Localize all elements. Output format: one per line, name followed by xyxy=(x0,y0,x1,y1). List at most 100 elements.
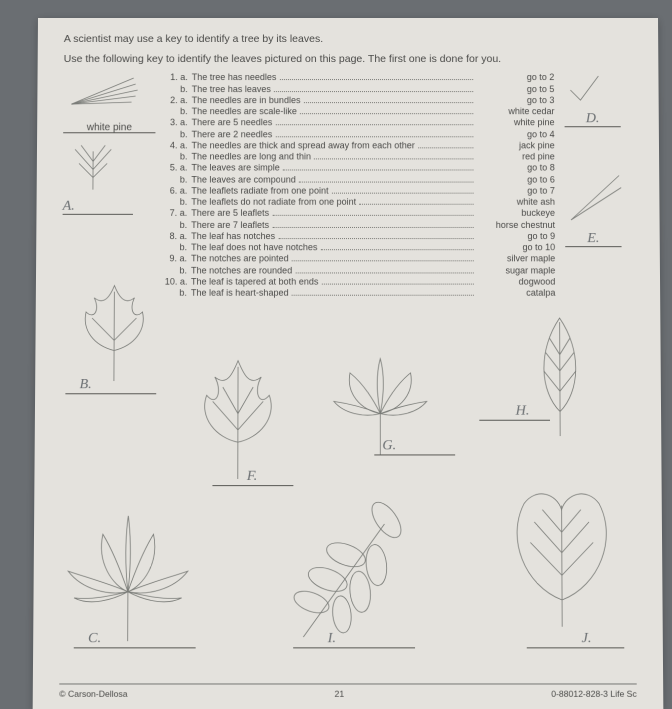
key-text: The tree has needles xyxy=(192,72,277,83)
key-dots xyxy=(274,84,473,92)
label-g: G. xyxy=(382,438,396,454)
key-dots xyxy=(292,254,474,262)
intro-line-1: A scientist may use a key to identify a … xyxy=(64,32,632,46)
key-dots xyxy=(418,140,474,148)
key-dots xyxy=(320,242,473,250)
key-num: 8. a. xyxy=(165,231,191,242)
key-dots xyxy=(299,174,474,182)
key-row: b.The leaflets do not radiate from one p… xyxy=(165,197,555,208)
key-row: b.The leaf does not have notchesgo to 10 xyxy=(165,242,555,253)
key-text: The leaf has notches xyxy=(191,231,275,242)
page-footer: © Carson-Dellosa 21 0-88012-828-3 Life S… xyxy=(59,683,637,698)
key-result: sugar maple xyxy=(477,265,556,276)
key-dots xyxy=(292,288,474,296)
key-row: 10. a.The leaf is tapered at both endsdo… xyxy=(165,276,556,287)
key-row: b.The notches are rounded sugar maple xyxy=(165,265,556,276)
key-row: 1. a.The tree has needles go to 2 xyxy=(166,72,555,83)
key-num: b. xyxy=(165,151,191,162)
key-num: b. xyxy=(165,129,191,140)
key-num: 9. a. xyxy=(165,254,191,265)
answer-line-i[interactable] xyxy=(293,647,415,648)
key-dots xyxy=(278,231,474,239)
key-text: The leaflets radiate from one point xyxy=(191,185,328,196)
right-answer-column: D. E. xyxy=(564,72,634,299)
intro-line-2: Use the following key to identify the le… xyxy=(64,52,633,66)
key-num: b. xyxy=(165,288,191,299)
key-result: go to 8 xyxy=(476,163,554,174)
key-row: b.The leaf is heart-shaped catalpa xyxy=(165,288,556,299)
key-dots xyxy=(272,219,474,227)
key-num: b. xyxy=(166,106,192,117)
key-result: catalpa xyxy=(477,288,556,299)
key-text: The leaf does not have notches xyxy=(191,242,317,253)
key-result: horse chestnut xyxy=(477,219,555,230)
leaf-a-icon xyxy=(63,142,124,192)
key-text: There are 2 needles xyxy=(192,129,273,140)
key-row: 2. a.The needles are in bundlesgo to 3 xyxy=(166,95,555,106)
leaf-f-icon xyxy=(182,357,293,490)
key-dots xyxy=(272,208,473,216)
key-dots xyxy=(283,163,474,171)
dichotomous-key-list: 1. a.The tree has needles go to 2b.The tr… xyxy=(165,72,556,299)
key-num: 1. a. xyxy=(166,72,192,83)
key-row: b.There are 7 leaflets horse chestnut xyxy=(165,219,555,230)
answer-line-j[interactable] xyxy=(527,647,625,648)
key-text: There are 5 needles xyxy=(192,118,273,129)
key-result: go to 4 xyxy=(476,129,554,140)
white-pine-icon xyxy=(63,72,143,110)
key-row: b.The tree has leavesgo to 5 xyxy=(166,84,555,95)
key-row: b.There are 2 needles go to 4 xyxy=(165,129,554,140)
label-d: D. xyxy=(586,112,600,128)
label-b: B. xyxy=(80,377,92,393)
key-row: 8. a.The leaf has notches go to 9 xyxy=(165,231,555,242)
key-num: 3. a. xyxy=(165,118,191,129)
leaf-h-icon xyxy=(519,310,600,442)
key-result: go to 2 xyxy=(476,72,554,83)
key-num: b. xyxy=(166,84,192,95)
key-text: The notches are pointed xyxy=(191,254,289,265)
answer-line-h[interactable] xyxy=(479,420,550,421)
key-num: b. xyxy=(165,174,191,185)
leaf-b-icon xyxy=(63,280,164,392)
key-row: 5. a.The leaves are simplego to 8 xyxy=(165,163,555,174)
answer-line-e[interactable]: E. xyxy=(565,231,621,247)
label-f: F. xyxy=(247,469,257,485)
key-result: dogwood xyxy=(477,276,556,287)
key-result: go to 9 xyxy=(477,231,555,242)
key-block: white pine A. 1. a.The tree has needles g… xyxy=(62,72,634,299)
key-dots xyxy=(321,276,473,284)
answer-line-a[interactable]: A. xyxy=(63,199,133,215)
key-text: The notches are rounded xyxy=(191,265,292,276)
key-text: There are 7 leaflets xyxy=(191,219,269,230)
key-result: white ash xyxy=(477,197,555,208)
key-text: The leaf is heart-shaped xyxy=(191,288,289,299)
answer-line-d[interactable]: D. xyxy=(565,112,621,128)
key-dots xyxy=(332,185,474,193)
label-j: J. xyxy=(582,631,592,647)
key-row: 9. a.The notches are pointedsilver maple xyxy=(165,254,555,265)
key-row: b.The leaves are compound go to 6 xyxy=(165,174,555,185)
key-dots xyxy=(300,106,473,114)
key-dots xyxy=(275,129,473,137)
answer-line-b[interactable] xyxy=(65,393,156,394)
key-result: go to 6 xyxy=(476,174,554,185)
key-num: b. xyxy=(165,265,191,276)
footer-left: © Carson-Dellosa xyxy=(59,689,127,699)
key-num: 2. a. xyxy=(166,95,192,106)
key-text: The leaf is tapered at both ends xyxy=(191,276,318,287)
label-c: C. xyxy=(88,631,101,647)
key-result: go to 10 xyxy=(477,242,555,253)
key-text: There are 5 leaflets xyxy=(191,208,269,219)
answer-line-f[interactable] xyxy=(212,485,293,486)
footer-center: 21 xyxy=(335,689,345,699)
example-column: white pine A. xyxy=(62,72,156,299)
key-num: b. xyxy=(165,219,191,230)
key-text: The leaves are compound xyxy=(191,174,296,185)
answer-line-c[interactable] xyxy=(74,647,196,648)
answer-line-g[interactable] xyxy=(374,454,455,455)
key-row: 3. a.There are 5 needleswhite pine xyxy=(165,118,554,129)
key-row: b.The needles are long and thinred pine xyxy=(165,151,554,162)
checkmark-icon xyxy=(564,72,604,106)
key-dots xyxy=(295,265,474,273)
label-a: A. xyxy=(63,199,75,215)
